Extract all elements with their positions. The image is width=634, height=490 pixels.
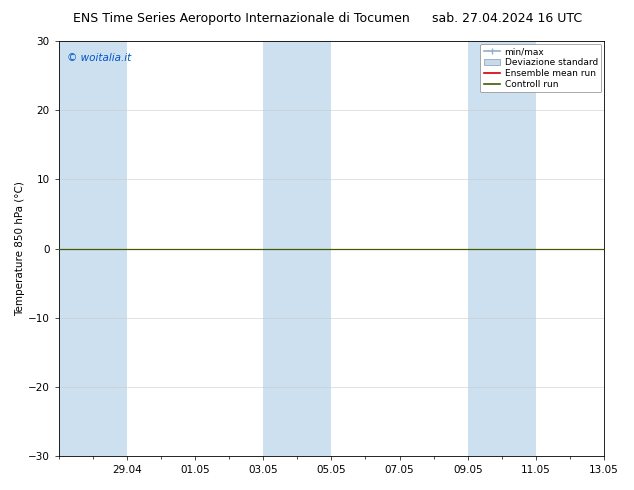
Text: ENS Time Series Aeroporto Internazionale di Tocumen: ENS Time Series Aeroporto Internazionale… <box>72 12 410 25</box>
Y-axis label: Temperature 850 hPa (°C): Temperature 850 hPa (°C) <box>15 181 25 316</box>
Bar <box>468 41 536 456</box>
Bar <box>59 41 127 456</box>
Legend: min/max, Deviazione standard, Ensemble mean run, Controll run: min/max, Deviazione standard, Ensemble m… <box>480 44 602 93</box>
Bar <box>263 41 332 456</box>
Text: sab. 27.04.2024 16 UTC: sab. 27.04.2024 16 UTC <box>432 12 582 25</box>
Text: © woitalia.it: © woitalia.it <box>67 53 131 64</box>
